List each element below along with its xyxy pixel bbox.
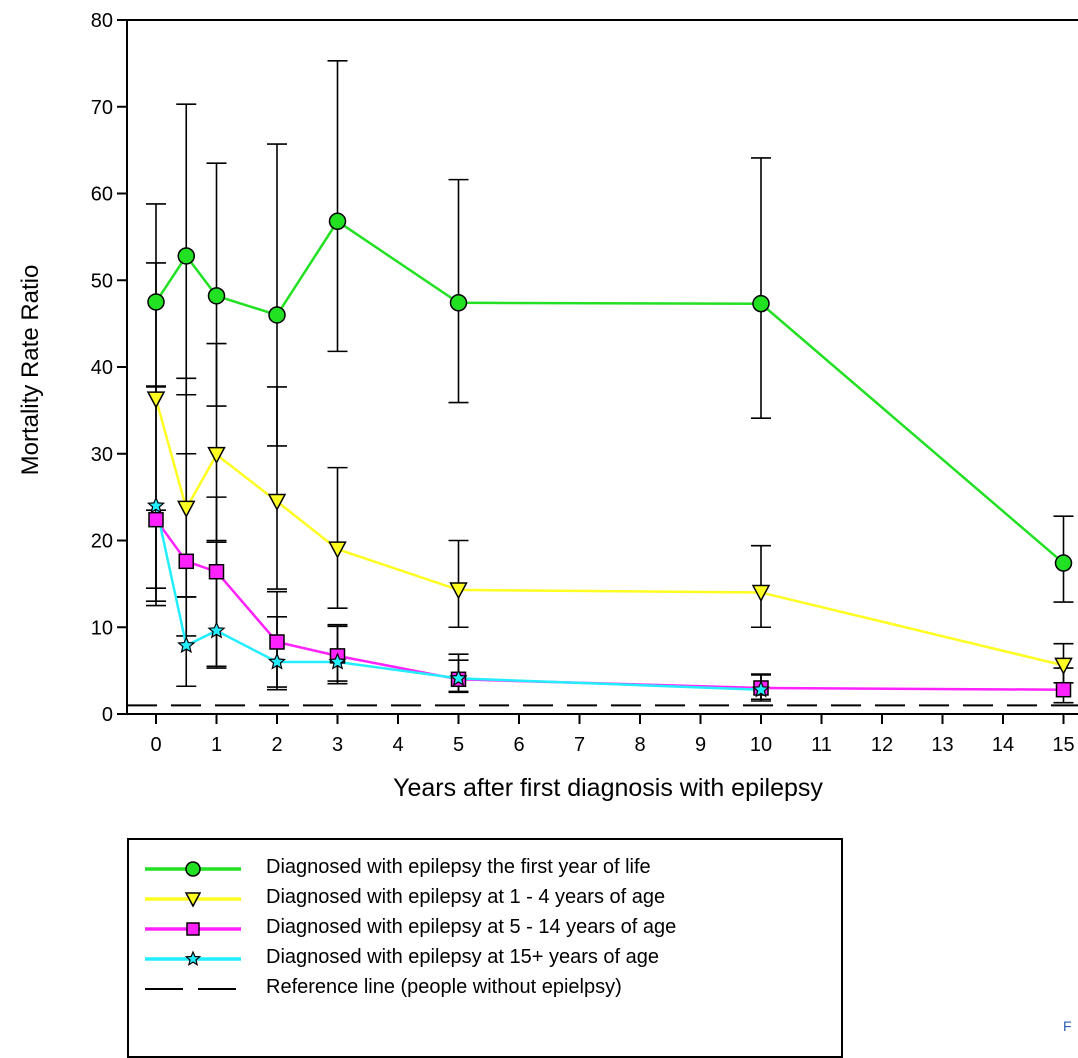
marker-star (207, 621, 226, 639)
cropped-text-fragment: F (1063, 1018, 1072, 1034)
y-tick-label: 80 (91, 10, 113, 32)
marker-circle (207, 287, 226, 305)
x-tick-label: 7 (574, 734, 585, 756)
x-tick-label: 9 (695, 734, 706, 756)
marker-triangle-down (751, 584, 771, 603)
x-tick-label: 15 (1052, 734, 1074, 756)
marker-circle (185, 861, 201, 877)
marker-triangle-down (267, 493, 287, 512)
y-tick-label: 70 (91, 97, 113, 119)
marker-star (184, 950, 202, 966)
marker-triangle-down (184, 892, 202, 908)
marker-circle (177, 247, 195, 265)
x-tick-label: 3 (332, 734, 343, 756)
legend-symbol (145, 988, 236, 990)
x-axis-title: Years after first diagnosis with epileps… (393, 774, 823, 802)
legend-symbol (145, 950, 241, 966)
series-line (154, 219, 1065, 565)
legend-item: Diagnosed with epilepsy at 15+ years of … (129, 944, 841, 974)
legend-item: Reference line (people without epielpsy) (129, 974, 841, 1004)
y-tick-label: 60 (91, 184, 113, 206)
x-tick-label: 4 (392, 734, 403, 756)
legend-item: Diagnosed with epilepsy at 5 - 14 years … (129, 914, 841, 944)
x-tick-label: 0 (150, 734, 161, 756)
legend: Diagnosed with epilepsy the first year o… (127, 838, 843, 1058)
marker-square (178, 553, 194, 570)
marker-circle (147, 293, 165, 311)
legend-label: Diagnosed with epilepsy at 5 - 14 years … (266, 916, 677, 938)
y-tick-label: 0 (102, 704, 113, 726)
x-tick-label: 11 (811, 734, 832, 756)
legend-label: Diagnosed with epilepsy the first year o… (266, 856, 651, 878)
x-tick-label: 5 (453, 734, 464, 756)
marker-star (449, 668, 468, 687)
marker-star (751, 680, 771, 698)
marker-square (148, 511, 164, 528)
legend-symbol (145, 922, 241, 936)
x-tick-label: 13 (931, 734, 953, 756)
marker-triangle-down (146, 391, 166, 409)
marker-star (177, 635, 196, 654)
marker-circle (449, 294, 468, 312)
series-markers (146, 212, 1073, 698)
marker-triangle-down (1054, 657, 1073, 676)
y-tick-label: 30 (91, 444, 113, 466)
x-tick-label: 12 (871, 734, 893, 756)
series-line (154, 398, 1064, 667)
marker-square (269, 634, 285, 650)
legend-label: Diagnosed with epilepsy at 15+ years of … (266, 946, 660, 968)
marker-square (208, 563, 225, 580)
marker-triangle-down (207, 446, 226, 465)
legend-item: Diagnosed with epilepsy the first year o… (129, 854, 841, 884)
marker-circle (1054, 554, 1073, 572)
x-tick-label: 1 (211, 734, 222, 756)
series-lines (154, 219, 1065, 691)
marker-star (267, 652, 287, 670)
marker-circle (752, 294, 770, 313)
legend-symbol (145, 892, 241, 908)
x-tick-label: 6 (513, 734, 524, 756)
marker-circle (328, 212, 347, 231)
marker-square (186, 922, 200, 936)
y-tick-label: 10 (91, 617, 113, 639)
marker-square (1055, 681, 1072, 698)
y-axis-title: Mortality Rate Ratio (17, 265, 44, 476)
legend-symbol (145, 861, 241, 877)
marker-circle (268, 306, 286, 324)
x-tick-label: 8 (634, 734, 645, 756)
marker-triangle-down (328, 541, 347, 559)
legend-label: Reference line (people without epielpsy) (266, 976, 622, 998)
marker-triangle-down (449, 582, 468, 600)
x-tick-label: 10 (750, 734, 772, 756)
series-line (154, 518, 1064, 691)
marker-triangle-down (177, 500, 196, 518)
marker-star (328, 652, 347, 670)
error-bars (146, 59, 1074, 704)
legend-item: Diagnosed with epilepsy at 1 - 4 years o… (129, 884, 841, 914)
x-tick-label: 14 (992, 734, 1014, 756)
y-tick-label: 40 (91, 357, 113, 379)
legend-label: Diagnosed with epilepsy at 1 - 4 years o… (266, 886, 666, 908)
y-tick-label: 20 (91, 531, 113, 553)
x-tick-label: 2 (271, 734, 282, 756)
marker-star (146, 496, 166, 514)
y-tick-label: 50 (91, 270, 113, 292)
